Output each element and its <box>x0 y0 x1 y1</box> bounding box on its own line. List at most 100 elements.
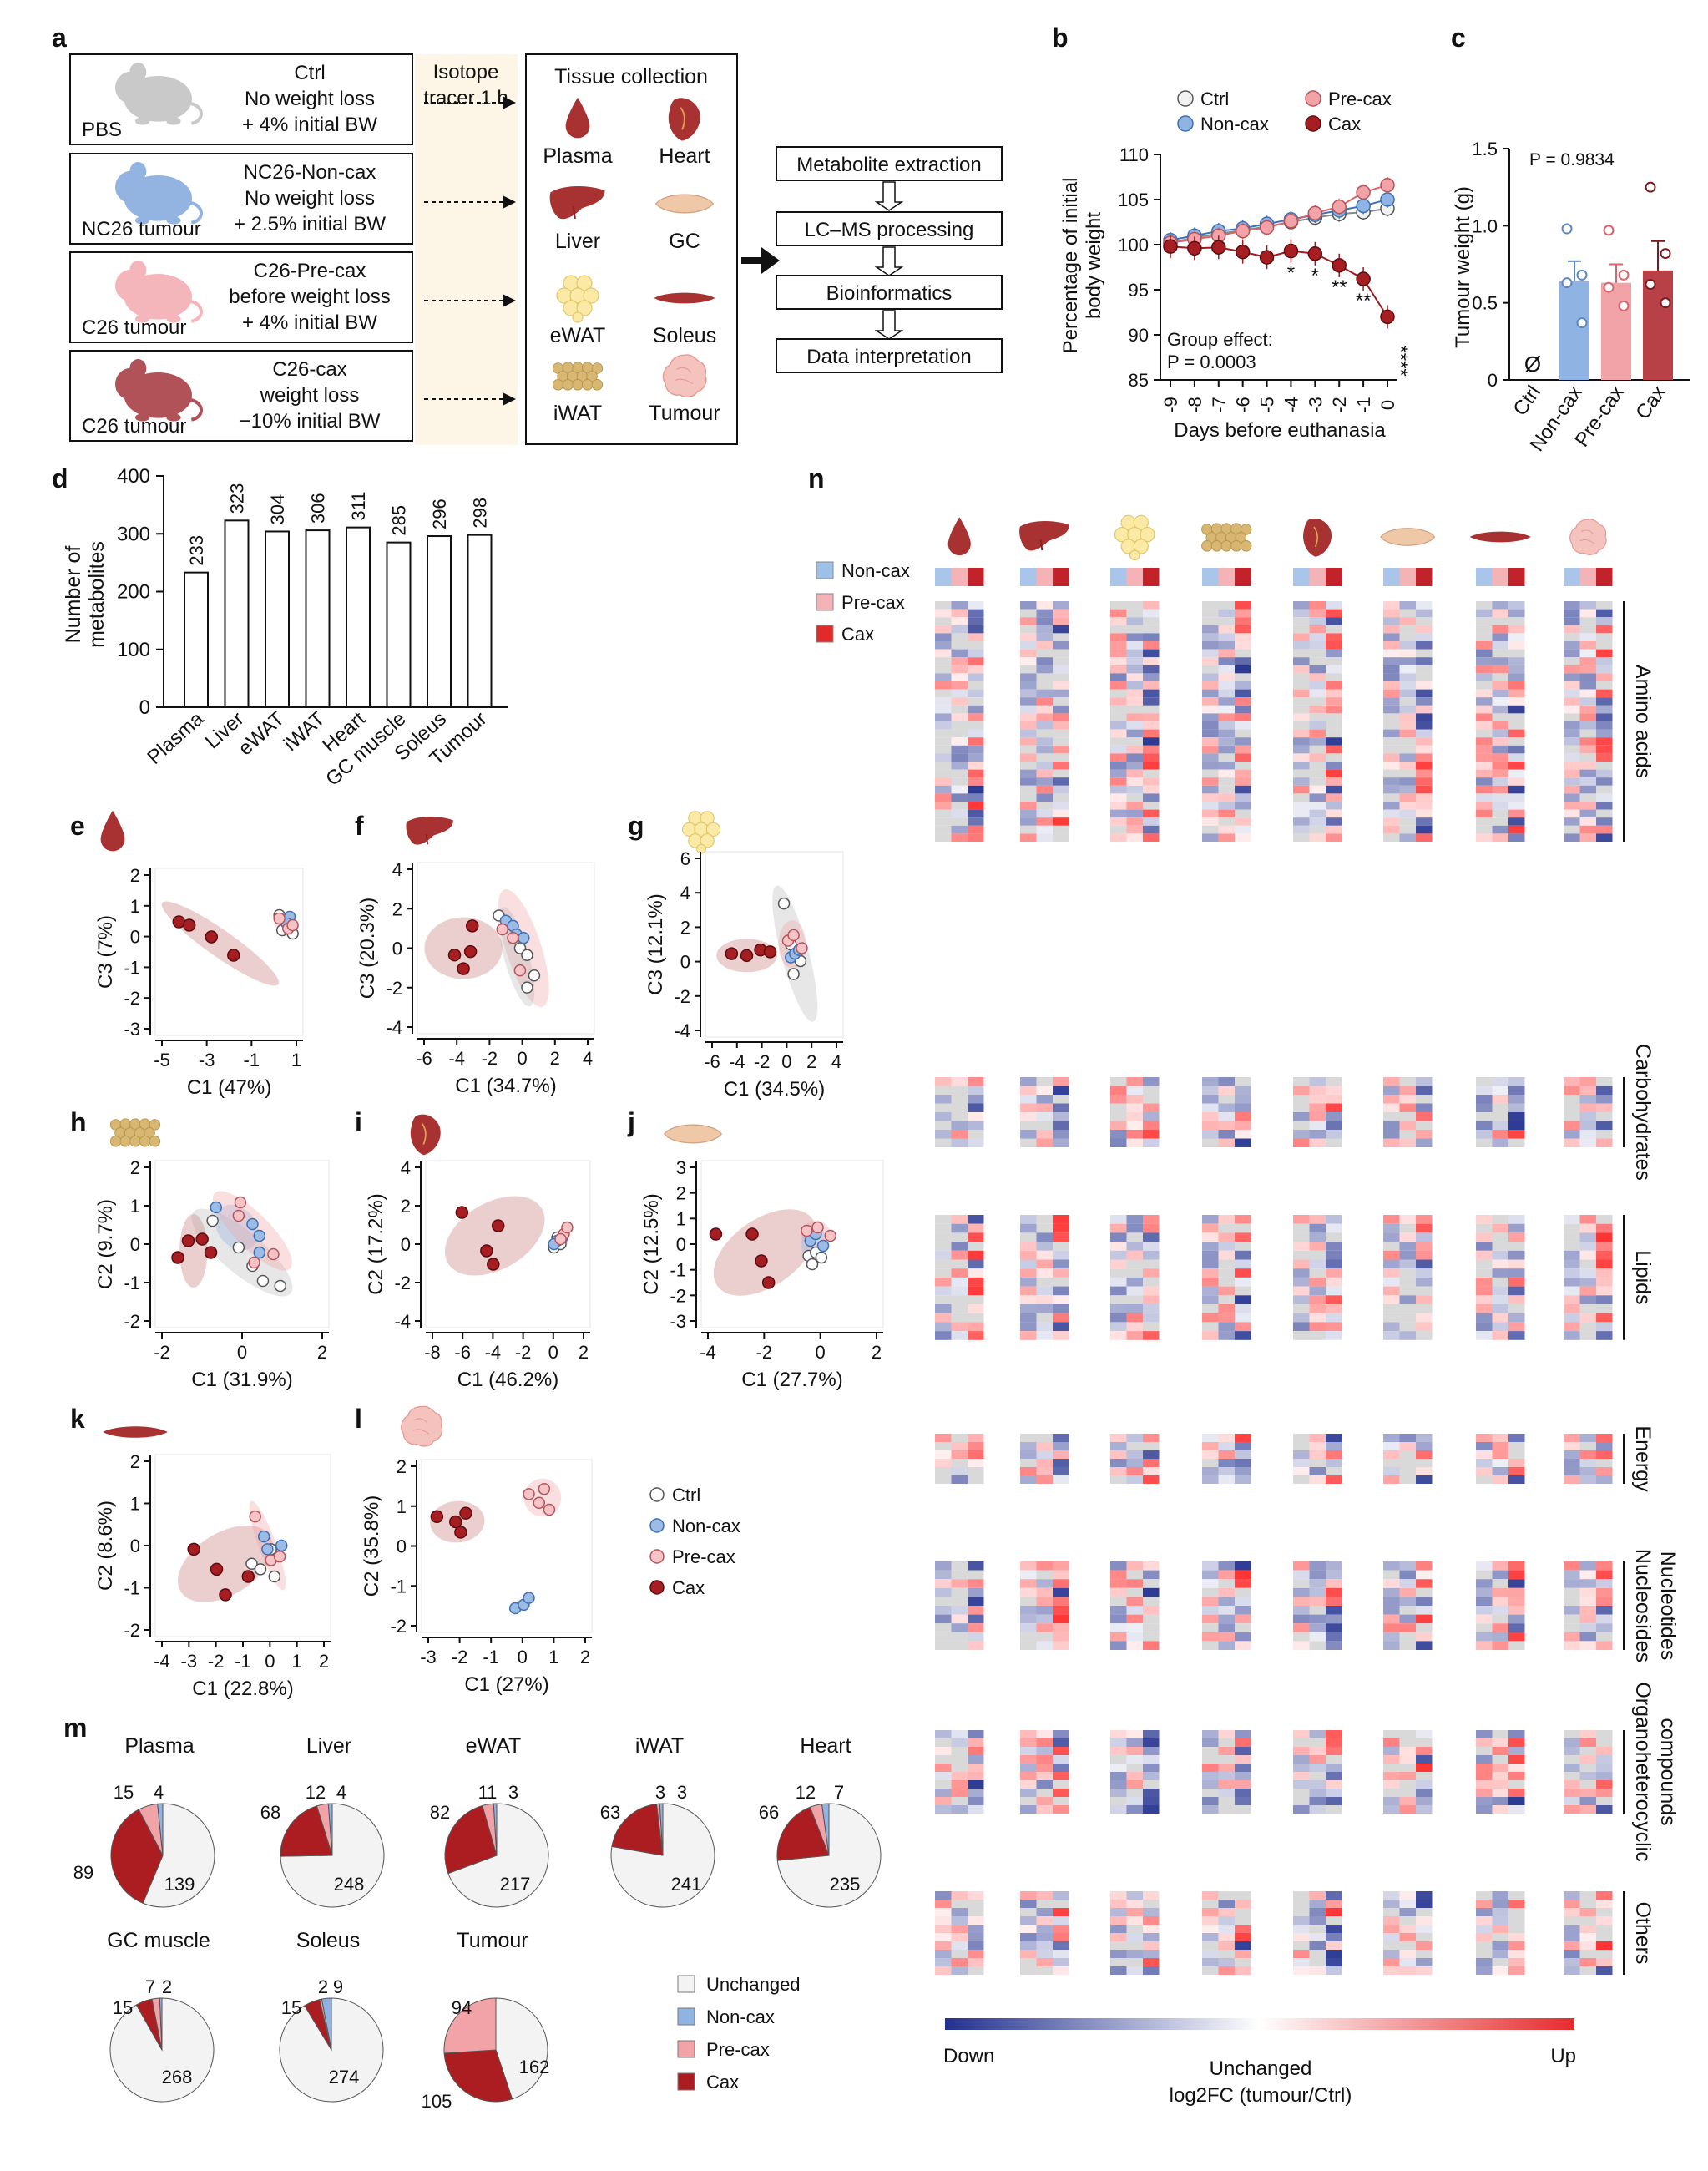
heat-cell <box>1235 705 1251 714</box>
heat-cell <box>1492 665 1508 674</box>
scatter-point <box>755 1254 768 1268</box>
y-tick-label: 0 <box>139 696 150 719</box>
heat-cell <box>1293 1434 1310 1442</box>
y-tick-label: -3 <box>124 1019 140 1040</box>
heat-cell <box>1579 1933 1596 1941</box>
heat-cell <box>1110 1579 1127 1588</box>
heat-cell <box>1126 769 1143 778</box>
heat-cell <box>1596 753 1613 762</box>
heat-cell <box>951 721 968 730</box>
heat-cell <box>1020 1950 1037 1958</box>
heat-cell <box>1020 1900 1037 1908</box>
heat-cell <box>1036 1614 1053 1624</box>
heat-cell <box>1020 1121 1037 1130</box>
heat-cell <box>1309 1138 1326 1147</box>
heat-cell <box>1579 665 1596 674</box>
heat-cell <box>1399 1780 1416 1789</box>
heat-cell <box>1579 1331 1596 1340</box>
heat-cell <box>1053 1755 1069 1764</box>
heat-cell <box>951 1232 968 1242</box>
x-tick-label: -2 <box>1329 397 1350 413</box>
heat-cell <box>1309 1313 1326 1323</box>
scatter-point <box>210 1201 223 1214</box>
group-ellipse <box>191 1208 293 1297</box>
heat-cell <box>1235 609 1251 618</box>
heat-cell <box>1416 1086 1433 1095</box>
heat-cell <box>1564 673 1580 681</box>
heat-cell <box>1126 649 1143 658</box>
heat-cell <box>1293 1908 1310 1916</box>
y-tick-label: 4 <box>680 883 690 903</box>
heat-cell <box>1126 825 1143 834</box>
heat-cell <box>1309 1738 1326 1747</box>
heat-cell <box>968 1286 984 1296</box>
heat-cell <box>935 601 952 610</box>
heat-cell <box>1036 681 1053 690</box>
heat-cell <box>1564 825 1580 834</box>
heat-cell <box>1596 833 1613 842</box>
heat-cell <box>1492 1950 1508 1958</box>
heat-cell <box>1020 1772 1037 1780</box>
heat-cell <box>1202 753 1219 762</box>
plot-frame <box>421 1459 593 1633</box>
heat-cell <box>935 1805 952 1814</box>
heat-cell <box>1293 1467 1310 1475</box>
heat-cell <box>1326 1112 1342 1121</box>
tissue-title: Tissue collection <box>554 65 708 89</box>
heat-cell <box>968 1623 984 1632</box>
heat-cell <box>1564 697 1580 706</box>
heat-cell <box>1126 1138 1143 1147</box>
y-tick-label: 2 <box>676 1183 686 1204</box>
heat-cell <box>1416 785 1433 794</box>
heat-cell <box>1126 729 1143 738</box>
heat-cell <box>1235 1908 1251 1916</box>
heat-cell <box>1492 1232 1508 1242</box>
heat-cell <box>1564 1958 1580 1966</box>
heat-cell <box>951 1259 968 1269</box>
heat-cell <box>1235 777 1251 786</box>
heat-cell <box>1143 1215 1160 1224</box>
heat-cell <box>1564 609 1580 618</box>
heat-cell <box>1309 737 1326 746</box>
heat-cell <box>951 1606 968 1615</box>
heat-cell <box>1143 1797 1160 1805</box>
heat-cell <box>935 1242 952 1251</box>
heat-cell <box>1309 1322 1326 1332</box>
heat-cell <box>1309 625 1326 634</box>
heat-cell <box>935 1121 952 1130</box>
heat-cell <box>1309 601 1326 610</box>
y-tick-label: 100 <box>1118 235 1149 256</box>
legend-label: Non-cax <box>672 1516 740 1536</box>
heat-cell <box>1492 1891 1508 1900</box>
heat-cell <box>1235 745 1251 754</box>
heat-cell <box>1564 1077 1580 1086</box>
heat-cell <box>1416 809 1433 818</box>
heat-cell <box>1383 1570 1400 1580</box>
heat-cell <box>1508 689 1525 698</box>
heat-cell <box>1508 1908 1525 1916</box>
heat-cell <box>1492 625 1508 634</box>
heat-cell <box>1202 1780 1219 1789</box>
legend-label: Pre-cax <box>706 2039 770 2060</box>
heat-cell <box>1399 1900 1416 1908</box>
heat-cell <box>1218 1322 1235 1332</box>
heat-cell <box>1596 1232 1613 1242</box>
heat-cell <box>1218 793 1235 802</box>
heat-cell <box>1202 673 1219 681</box>
heat-cell <box>1110 737 1127 746</box>
group-ellipse <box>178 1525 273 1602</box>
heat-cell <box>1126 1467 1143 1475</box>
significance-star: * <box>1287 262 1295 285</box>
heat-cell <box>1579 1925 1596 1933</box>
scatter-point <box>528 969 541 982</box>
heat-cell <box>935 809 952 818</box>
column-header-cell <box>1492 568 1508 586</box>
heat-cell <box>1036 729 1053 738</box>
heat-cell <box>951 825 968 834</box>
heat-cell <box>1399 1259 1416 1269</box>
significance-star: **** <box>1389 345 1412 376</box>
heat-cell <box>1202 1789 1219 1797</box>
pie-slice <box>157 1803 164 1856</box>
heat-cell <box>1508 1614 1525 1624</box>
